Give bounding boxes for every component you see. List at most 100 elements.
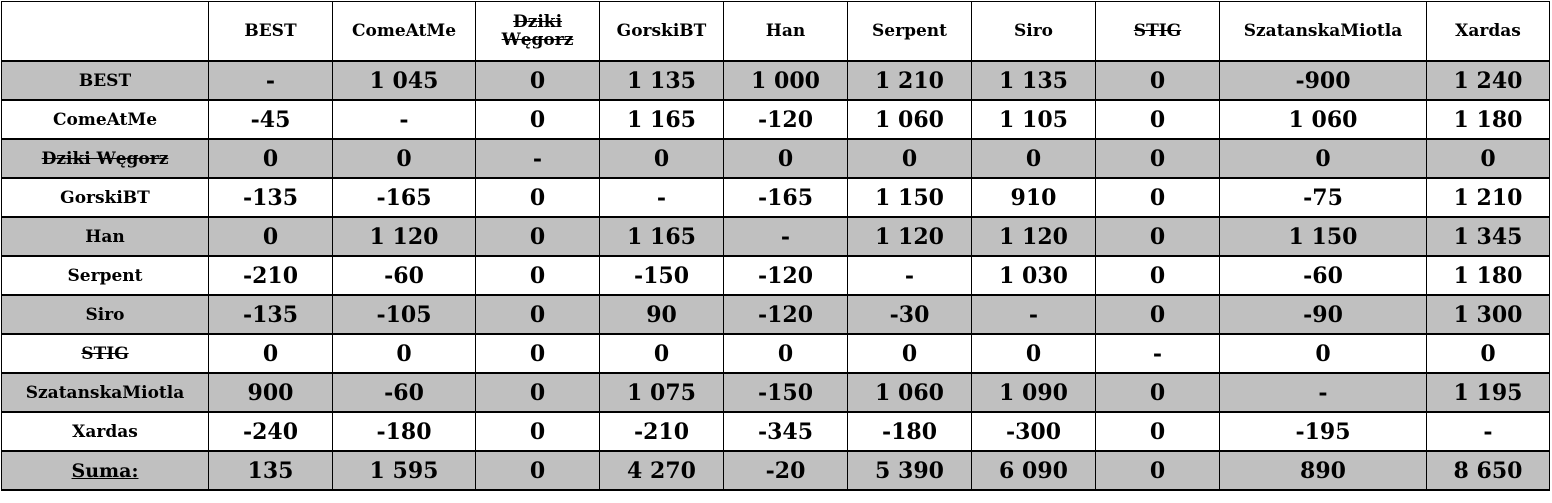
score-cell: 1 090: [971, 372, 1096, 413]
score-cell: 1 210: [1426, 177, 1550, 218]
sum-cell: 5 390: [847, 450, 972, 491]
score-cell: 0: [475, 177, 600, 218]
score-cell: 1 135: [599, 60, 724, 101]
column-header-szatanskamiotla: SzatanskaMiotla: [1219, 1, 1427, 62]
score-cell: 1 180: [1426, 255, 1550, 296]
score-cell: -30: [847, 294, 972, 335]
column-header-siro: Siro: [971, 1, 1096, 62]
sum-cell: 0: [475, 450, 600, 491]
score-cell: 1 075: [599, 372, 724, 413]
table-row: ComeAtMe -45-0 1 165 -120 1 060 1 105 0 1 060 1 …: [1, 99, 1550, 140]
score-cell: 1 105: [971, 99, 1096, 140]
column-header-han: Han: [723, 1, 848, 62]
sum-cell: 4 270: [599, 450, 724, 491]
score-cell: -345: [723, 411, 848, 452]
score-cell: 0: [1095, 255, 1220, 296]
score-matrix-table: BEST ComeAtMe Dziki Węgorz GorskiBT Han …: [1, 1, 1550, 491]
score-cell: 0: [475, 294, 600, 335]
score-cell: 0: [475, 411, 600, 452]
sum-cell: 6 090: [971, 450, 1096, 491]
score-cell: 0: [847, 333, 972, 374]
score-cell: 0: [208, 138, 333, 179]
table-row: SzatanskaMiotla 900 -60 0 1 075 -150 1 060 1 09…: [1, 372, 1550, 413]
score-cell: 0: [1095, 60, 1220, 101]
score-cell: -: [1219, 372, 1427, 413]
score-cell: -60: [332, 255, 476, 296]
score-cell: 0: [1095, 99, 1220, 140]
table-row: Han 0 1 120 0 1 165-1 120 1 120 0 1 150 1 345: [1, 216, 1550, 257]
sum-cell: 890: [1219, 450, 1427, 491]
sum-cell: 0: [1095, 450, 1220, 491]
score-cell: 1 150: [847, 177, 972, 218]
score-cell: -150: [723, 372, 848, 413]
table-row: Xardas -240 -180 0 -210 -345 -180 -300 0 -195-: [1, 411, 1550, 452]
score-cell: -150: [599, 255, 724, 296]
score-cell: -210: [599, 411, 724, 452]
score-cell: 0: [475, 99, 600, 140]
score-cell: 0: [1426, 333, 1550, 374]
score-cell: -: [599, 177, 724, 218]
score-cell: -: [723, 216, 848, 257]
score-cell: 0: [475, 372, 600, 413]
sum-cell: 135: [208, 450, 333, 491]
score-cell: 0: [1219, 138, 1427, 179]
score-cell: 900: [208, 372, 333, 413]
row-header-gorskibt: GorskiBT: [1, 177, 209, 218]
score-cell: 0: [1426, 138, 1550, 179]
score-cell: -180: [847, 411, 972, 452]
sum-row: Suma: 135 1 595 0 4 270 -20 5 390 6 090 0 890 8 65…: [1, 450, 1550, 491]
score-cell: 1 165: [599, 99, 724, 140]
score-cell: 910: [971, 177, 1096, 218]
score-cell: 1 000: [723, 60, 848, 101]
column-header-serpent: Serpent: [847, 1, 972, 62]
score-cell: 0: [1095, 294, 1220, 335]
score-cell: 0: [599, 138, 724, 179]
score-cell: 0: [1095, 138, 1220, 179]
sum-cell: 1 595: [332, 450, 476, 491]
score-cell: -120: [723, 99, 848, 140]
score-cell: 0: [475, 216, 600, 257]
score-cell: -105: [332, 294, 476, 335]
score-cell: 0: [723, 138, 848, 179]
row-header-dziki-w-gorz: Dziki Węgorz: [1, 138, 209, 179]
column-header-best: BEST: [208, 1, 333, 62]
score-cell: -: [1426, 411, 1550, 452]
score-cell: 1 060: [847, 372, 972, 413]
score-cell: -165: [723, 177, 848, 218]
score-cell: 1 150: [1219, 216, 1427, 257]
score-cell: 0: [599, 333, 724, 374]
score-cell: 1 060: [1219, 99, 1427, 140]
score-cell: 1 345: [1426, 216, 1550, 257]
score-cell: -900: [1219, 60, 1427, 101]
score-cell: 0: [1095, 372, 1220, 413]
score-cell: 0: [332, 333, 476, 374]
score-cell: 1 120: [971, 216, 1096, 257]
header-row: BEST ComeAtMe Dziki Węgorz GorskiBT Han …: [1, 1, 1550, 62]
score-cell: -: [332, 99, 476, 140]
column-header-dziki-wegorz: Dziki Węgorz: [475, 1, 600, 62]
score-cell: -: [847, 255, 972, 296]
row-header-best: BEST: [1, 60, 209, 101]
score-cell: -: [208, 60, 333, 101]
row-header-siro: Siro: [1, 294, 209, 335]
score-cell: -75: [1219, 177, 1427, 218]
score-cell: 0: [1095, 411, 1220, 452]
score-cell: 0: [971, 333, 1096, 374]
score-cell: -60: [332, 372, 476, 413]
score-cell: 0: [1095, 216, 1220, 257]
score-cell: 0: [208, 216, 333, 257]
table-row: GorskiBT -135 -165 0- -165 1 150 910 0 -75 1 210: [1, 177, 1550, 218]
score-cell: 0: [1219, 333, 1427, 374]
score-cell: -: [475, 138, 600, 179]
score-cell: 0: [971, 138, 1096, 179]
table-row: Serpent -210 -60 0 -150 -120-1 030 0 -60 1 180: [1, 255, 1550, 296]
score-cell: -210: [208, 255, 333, 296]
score-cell: 1 240: [1426, 60, 1550, 101]
score-cell: -165: [332, 177, 476, 218]
score-cell: -180: [332, 411, 476, 452]
score-cell: -: [971, 294, 1096, 335]
row-header-han: Han: [1, 216, 209, 257]
score-cell: 1 030: [971, 255, 1096, 296]
score-cell: 1 210: [847, 60, 972, 101]
score-cell: 0: [723, 333, 848, 374]
